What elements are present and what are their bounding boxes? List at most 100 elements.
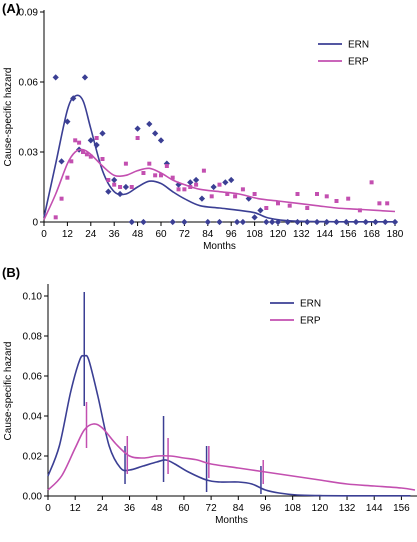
x-tick-label: 180 <box>387 229 404 240</box>
y-tick-label: 0.06 <box>19 78 39 89</box>
data-point-erp <box>194 182 199 187</box>
x-tick-label: 36 <box>124 503 136 514</box>
y-tick-label: 0.02 <box>23 452 43 463</box>
panel-label: (A) <box>2 1 20 16</box>
data-point-erp <box>295 192 300 196</box>
data-point-ern <box>391 218 399 226</box>
data-point-ern <box>93 141 100 149</box>
y-tick-label: 0.04 <box>23 412 43 423</box>
data-point-erp <box>188 185 193 189</box>
data-point-ern <box>210 183 217 191</box>
legend-label-erp: ERP <box>300 316 321 327</box>
data-point-erp <box>170 175 175 180</box>
data-point-erp <box>264 206 269 210</box>
x-tick-label: 108 <box>284 503 301 514</box>
data-point-ern <box>333 218 340 226</box>
data-point-erp <box>135 136 140 140</box>
y-tick-label: 0.03 <box>19 148 39 159</box>
data-point-erp <box>123 161 128 166</box>
legend-label-ern: ERN <box>348 40 369 51</box>
series-line-ern <box>43 94 395 223</box>
data-point-ern <box>111 176 118 184</box>
data-point-erp <box>385 201 390 206</box>
data-point-ern <box>216 218 223 226</box>
data-point-ern <box>116 190 124 198</box>
legend: ERN ERP <box>270 299 321 327</box>
data-point-ern <box>222 179 229 186</box>
legend-label-ern: ERN <box>300 299 321 310</box>
x-tick-label: 24 <box>97 503 109 514</box>
data-point-ern <box>64 118 71 125</box>
x-tick-label: 60 <box>178 503 190 514</box>
x-tick-label: 132 <box>339 503 356 514</box>
x-tick-label: 144 <box>316 229 333 240</box>
data-point-erp <box>357 208 362 213</box>
x-tick-label: 0 <box>45 503 51 514</box>
x-tick-label: 48 <box>132 229 144 240</box>
data-point-ern <box>157 137 165 144</box>
data-point-erp <box>53 215 58 220</box>
data-point-ern <box>192 176 200 184</box>
legend-label-erp: ERP <box>348 57 369 68</box>
data-point-ern <box>181 218 188 226</box>
data-point-erp <box>129 185 134 189</box>
x-tick-label: 84 <box>202 229 214 240</box>
y-tick-label: 0.00 <box>23 492 43 503</box>
x-tick-label: 72 <box>206 503 218 514</box>
x-tick-label: 0 <box>41 229 47 240</box>
data-point-ern <box>122 183 130 191</box>
data-point-erp <box>88 154 93 159</box>
series-line-erp <box>47 423 416 491</box>
data-point-erp <box>240 187 245 192</box>
data-point-ern <box>263 218 270 226</box>
data-point-ern <box>169 218 176 226</box>
data-point-erp <box>65 175 70 180</box>
data-point-ern <box>362 218 369 226</box>
y-tick-label: 0.08 <box>23 332 43 343</box>
data-point-erp <box>106 178 111 182</box>
data-point-erp <box>81 150 85 154</box>
data-point-ern <box>198 195 206 202</box>
data-point-erp <box>153 173 158 178</box>
data-point-erp <box>315 192 319 196</box>
data-point-ern <box>257 207 264 214</box>
y-axis-title: Cause-specific hazard <box>3 68 14 167</box>
data-point-ern <box>352 218 360 226</box>
x-axis-title: Months <box>215 515 248 526</box>
data-point-ern <box>228 176 235 184</box>
series-erp <box>43 136 396 221</box>
data-point-erp <box>100 157 105 161</box>
data-point-erp <box>141 171 146 175</box>
x-tick-label: 84 <box>233 503 245 514</box>
data-point-ern <box>372 218 379 226</box>
data-point-erp <box>118 185 123 189</box>
series-line-ern <box>47 354 411 497</box>
data-point-ern <box>187 179 194 186</box>
data-point-ern <box>251 214 258 221</box>
data-point-erp <box>201 168 206 173</box>
x-axis-title: Months <box>203 241 236 252</box>
y-axis-title: Cause-specific hazard <box>3 342 14 441</box>
data-point-ern <box>239 218 247 226</box>
data-point-erp <box>182 187 187 192</box>
x-tick-label: 60 <box>155 229 167 240</box>
data-point-ern <box>313 218 321 226</box>
y-tick-label: 0.09 <box>19 8 39 19</box>
x-tick-label: 72 <box>179 229 191 240</box>
data-point-erp <box>164 164 169 168</box>
data-point-ern <box>99 130 106 137</box>
data-point-erp <box>324 194 329 199</box>
data-point-ern <box>304 218 311 226</box>
data-point-ern <box>87 137 94 144</box>
data-point-erp <box>334 199 339 203</box>
data-point-ern <box>70 95 77 102</box>
x-tick-label: 132 <box>293 229 310 240</box>
x-tick-label: 108 <box>246 229 263 240</box>
panel-a-chart: (A) 0 0.03 0.06 0.09 0 12 24 36 48 60 72 84 96 108 120 1… <box>2 1 404 252</box>
series-erp <box>47 402 416 491</box>
data-point-ern <box>105 188 112 195</box>
data-point-erp <box>287 203 292 208</box>
x-tick-label: 156 <box>393 503 410 514</box>
data-point-ern <box>140 218 147 226</box>
